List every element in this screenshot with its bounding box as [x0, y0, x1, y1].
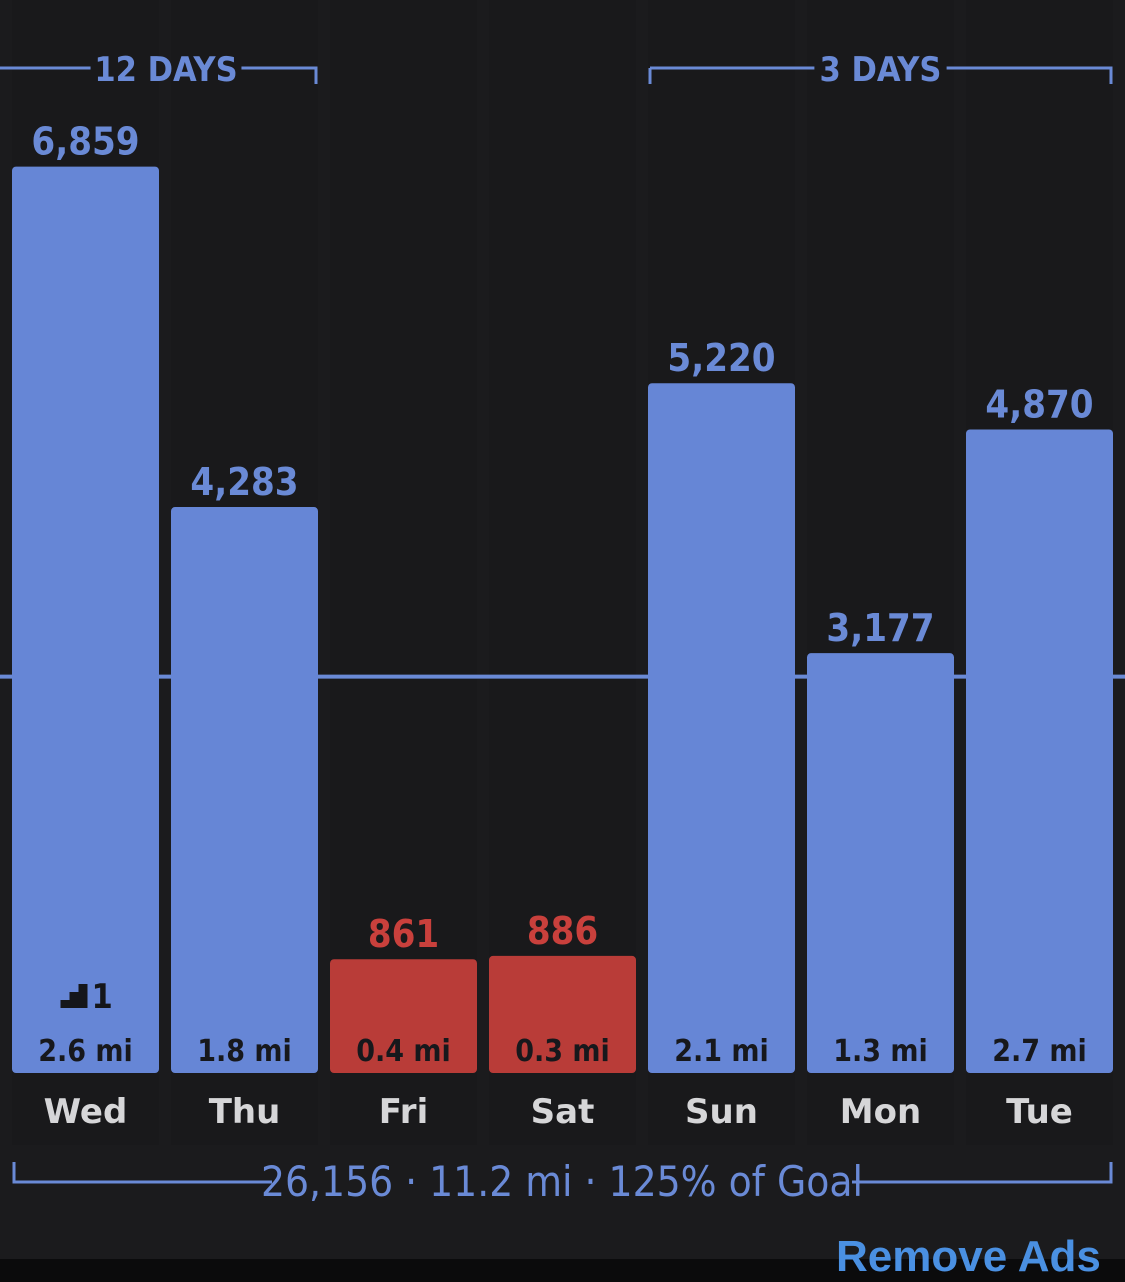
value-label: 4,283 — [190, 460, 298, 504]
bar-sat — [489, 955, 636, 1073]
value-label: 3,177 — [826, 606, 934, 650]
value-label: 886 — [527, 909, 598, 953]
weekly-summary: 26,156 · 11.2 mi · 125% of Goal — [261, 1157, 863, 1206]
remove-ads-link[interactable]: Remove Ads — [836, 1232, 1101, 1281]
bar-thu — [171, 507, 318, 1074]
streak-label: 3 DAYS — [820, 50, 942, 90]
bar-tue — [966, 429, 1113, 1073]
flights-count: 1 — [92, 977, 113, 1017]
summary-bracket — [12, 1162, 1113, 1184]
distance-label: 2.7 mi — [992, 1034, 1087, 1069]
bar-wed — [12, 166, 159, 1073]
day-label: Sun — [685, 1092, 758, 1132]
day-label: Mon — [840, 1092, 921, 1132]
value-label: 6,859 — [31, 120, 139, 164]
value-label: 4,870 — [985, 382, 1093, 426]
distance-label: 2.1 mi — [674, 1034, 769, 1069]
streak-label: 12 DAYS — [94, 50, 237, 90]
day-label: Tue — [1006, 1092, 1073, 1132]
day-label: Sat — [531, 1092, 595, 1132]
distance-label: 2.6 mi — [38, 1034, 133, 1069]
day-label: Wed — [44, 1092, 128, 1132]
distance-label: 0.3 mi — [515, 1034, 610, 1069]
bar-fri — [330, 959, 477, 1073]
day-cell — [330, 0, 477, 1145]
day-label: Thu — [209, 1092, 281, 1132]
distance-label: 1.8 mi — [197, 1034, 292, 1069]
bar-sun — [648, 383, 795, 1073]
bar-mon — [807, 653, 954, 1073]
distance-label: 0.4 mi — [356, 1034, 451, 1069]
distance-label: 1.3 mi — [833, 1034, 928, 1069]
value-label: 5,220 — [667, 336, 775, 380]
day-label: Fri — [379, 1092, 428, 1132]
value-label: 861 — [368, 912, 439, 956]
streak-bracket — [648, 66, 1113, 84]
stairs-icon — [51, 976, 88, 1008]
day-cell — [489, 0, 636, 1145]
streak-bracket — [0, 66, 318, 84]
